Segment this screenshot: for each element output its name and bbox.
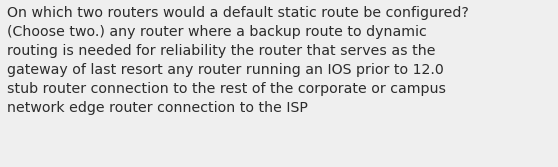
Text: On which two routers would a default static route be configured?
(Choose two.) a: On which two routers would a default sta… (7, 6, 469, 115)
